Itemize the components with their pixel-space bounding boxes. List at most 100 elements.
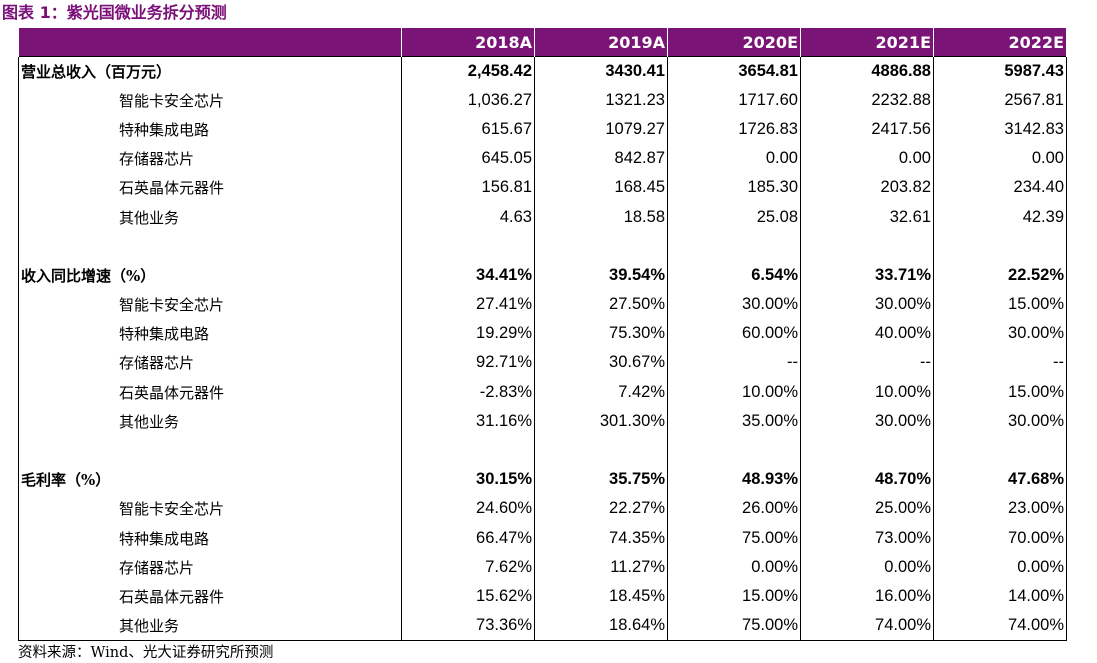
header-row: 2018A 2019A 2020E 2021E 2022E: [18, 28, 1067, 57]
value-cell: --: [933, 348, 1067, 378]
value-cell: 30.15%: [401, 465, 535, 495]
value-cell: 645.05: [401, 144, 535, 174]
value-cell: 30.00%: [800, 406, 934, 436]
value-cell: [534, 435, 668, 466]
value-cell: 32.61: [800, 202, 934, 232]
table-row: 毛利率（%） 30.15% 35.75% 48.93% 48.70% 47.68%: [18, 465, 1067, 495]
value-cell: 156.81: [401, 173, 535, 203]
value-cell: 5987.43: [933, 55, 1067, 86]
spacer-row: [18, 231, 1067, 261]
row-label: 特种集成电路: [18, 319, 402, 349]
row-label: 营业总收入（百万元）: [18, 55, 402, 86]
column-header: 2021E: [800, 28, 934, 57]
value-cell: 6.54%: [667, 260, 801, 290]
value-cell: 301.30%: [534, 406, 668, 436]
value-cell: 2232.88: [800, 85, 934, 115]
table-row: 营业总收入（百万元） 2,458.42 3430.41 3654.81 4886.88 5…: [18, 55, 1067, 86]
row-label: 智能卡安全芯片: [18, 290, 402, 320]
value-cell: 0.00: [933, 144, 1067, 174]
value-cell: --: [667, 348, 801, 378]
value-cell: 26.00%: [667, 494, 801, 524]
table-row: 石英晶体元器件 15.62% 18.45% 15.00% 16.00% 14.00%: [18, 581, 1067, 612]
value-cell: 48.70%: [800, 465, 934, 495]
value-cell: [401, 231, 535, 261]
value-cell: 27.50%: [534, 290, 668, 320]
row-label: [18, 231, 402, 261]
table-row: 存储器芯片 645.05 842.87 0.00 0.00 0.00: [18, 144, 1067, 174]
value-cell: 18.58: [534, 202, 668, 232]
value-cell: [800, 435, 934, 466]
value-cell: 18.64%: [534, 611, 668, 641]
value-cell: 30.00%: [933, 406, 1067, 436]
value-cell: 27.41%: [401, 290, 535, 320]
value-cell: 4886.88: [800, 55, 934, 86]
value-cell: 92.71%: [401, 348, 535, 378]
value-cell: 22.27%: [534, 494, 668, 524]
value-cell: 33.71%: [800, 260, 934, 290]
table-row: 石英晶体元器件 -2.83% 7.42% 10.00% 10.00% 15.00%: [18, 377, 1067, 407]
row-label: 石英晶体元器件: [18, 377, 402, 407]
value-cell: 1079.27: [534, 114, 668, 145]
table-row: 存储器芯片 7.62% 11.27% 0.00% 0.00% 0.00%: [18, 552, 1067, 582]
column-header: 2022E: [933, 28, 1067, 57]
row-label: 石英晶体元器件: [18, 581, 402, 612]
table-row: 其他业务 73.36% 18.64% 75.00% 74.00% 74.00%: [18, 611, 1067, 641]
row-label: [18, 435, 402, 466]
table-row: 特种集成电路 66.47% 74.35% 75.00% 73.00% 70.00%: [18, 523, 1067, 553]
value-cell: 15.00%: [667, 581, 801, 612]
value-cell: -2.83%: [401, 377, 535, 407]
value-cell: [667, 231, 801, 261]
table-row: 石英晶体元器件 156.81 168.45 185.30 203.82 234.40: [18, 173, 1067, 203]
value-cell: 73.00%: [800, 523, 934, 553]
value-cell: [401, 435, 535, 466]
value-cell: 3430.41: [534, 55, 668, 86]
table-row: 特种集成电路 615.67 1079.27 1726.83 2417.56 3142.83: [18, 114, 1067, 145]
financial-table: 2018A 2019A 2020E 2021E 2022E 营业总收入（百万元）…: [18, 28, 1067, 641]
value-cell: 0.00%: [933, 552, 1067, 582]
value-cell: 39.54%: [534, 260, 668, 290]
value-cell: 35.75%: [534, 465, 668, 495]
row-label: 存储器芯片: [18, 348, 402, 378]
row-label: 智能卡安全芯片: [18, 85, 402, 115]
value-cell: 19.29%: [401, 319, 535, 349]
column-header: 2018A: [401, 28, 535, 57]
table-row: 收入同比增速（%） 34.41% 39.54% 6.54% 33.71% 22.52%: [18, 260, 1067, 290]
value-cell: 2,458.42: [401, 55, 535, 86]
value-cell: 0.00: [667, 144, 801, 174]
value-cell: 1726.83: [667, 114, 801, 145]
value-cell: 75.00%: [667, 611, 801, 641]
value-cell: 10.00%: [667, 377, 801, 407]
value-cell: 1717.60: [667, 85, 801, 115]
value-cell: 4.63: [401, 202, 535, 232]
value-cell: 48.93%: [667, 465, 801, 495]
value-cell: [800, 231, 934, 261]
row-label: 毛利率（%）: [18, 465, 402, 495]
source-note: 资料来源：Wind、光大证券研究所预测: [18, 645, 274, 661]
value-cell: 0.00%: [800, 552, 934, 582]
table-row: 智能卡安全芯片 1,036.27 1321.23 1717.60 2232.88 2567…: [18, 85, 1067, 115]
value-cell: 203.82: [800, 173, 934, 203]
value-cell: 14.00%: [933, 581, 1067, 612]
value-cell: 23.00%: [933, 494, 1067, 524]
value-cell: 74.00%: [933, 611, 1067, 641]
value-cell: 73.36%: [401, 611, 535, 641]
value-cell: 15.00%: [933, 290, 1067, 320]
row-label: 石英晶体元器件: [18, 173, 402, 203]
value-cell: 11.27%: [534, 552, 668, 582]
value-cell: 25.00%: [800, 494, 934, 524]
value-cell: 22.52%: [933, 260, 1067, 290]
value-cell: 10.00%: [800, 377, 934, 407]
figure-title: 图表 1：紫光国微业务拆分预测: [2, 3, 227, 22]
table-row: 智能卡安全芯片 27.41% 27.50% 30.00% 30.00% 15.00%: [18, 290, 1067, 320]
value-cell: 615.67: [401, 114, 535, 145]
column-header: 2020E: [667, 28, 801, 57]
value-cell: 3654.81: [667, 55, 801, 86]
value-cell: 7.42%: [534, 377, 668, 407]
value-cell: 70.00%: [933, 523, 1067, 553]
value-cell: 75.30%: [534, 319, 668, 349]
value-cell: 75.00%: [667, 523, 801, 553]
value-cell: 168.45: [534, 173, 668, 203]
column-header: 2019A: [534, 28, 668, 57]
value-cell: 24.60%: [401, 494, 535, 524]
value-cell: 30.00%: [800, 290, 934, 320]
